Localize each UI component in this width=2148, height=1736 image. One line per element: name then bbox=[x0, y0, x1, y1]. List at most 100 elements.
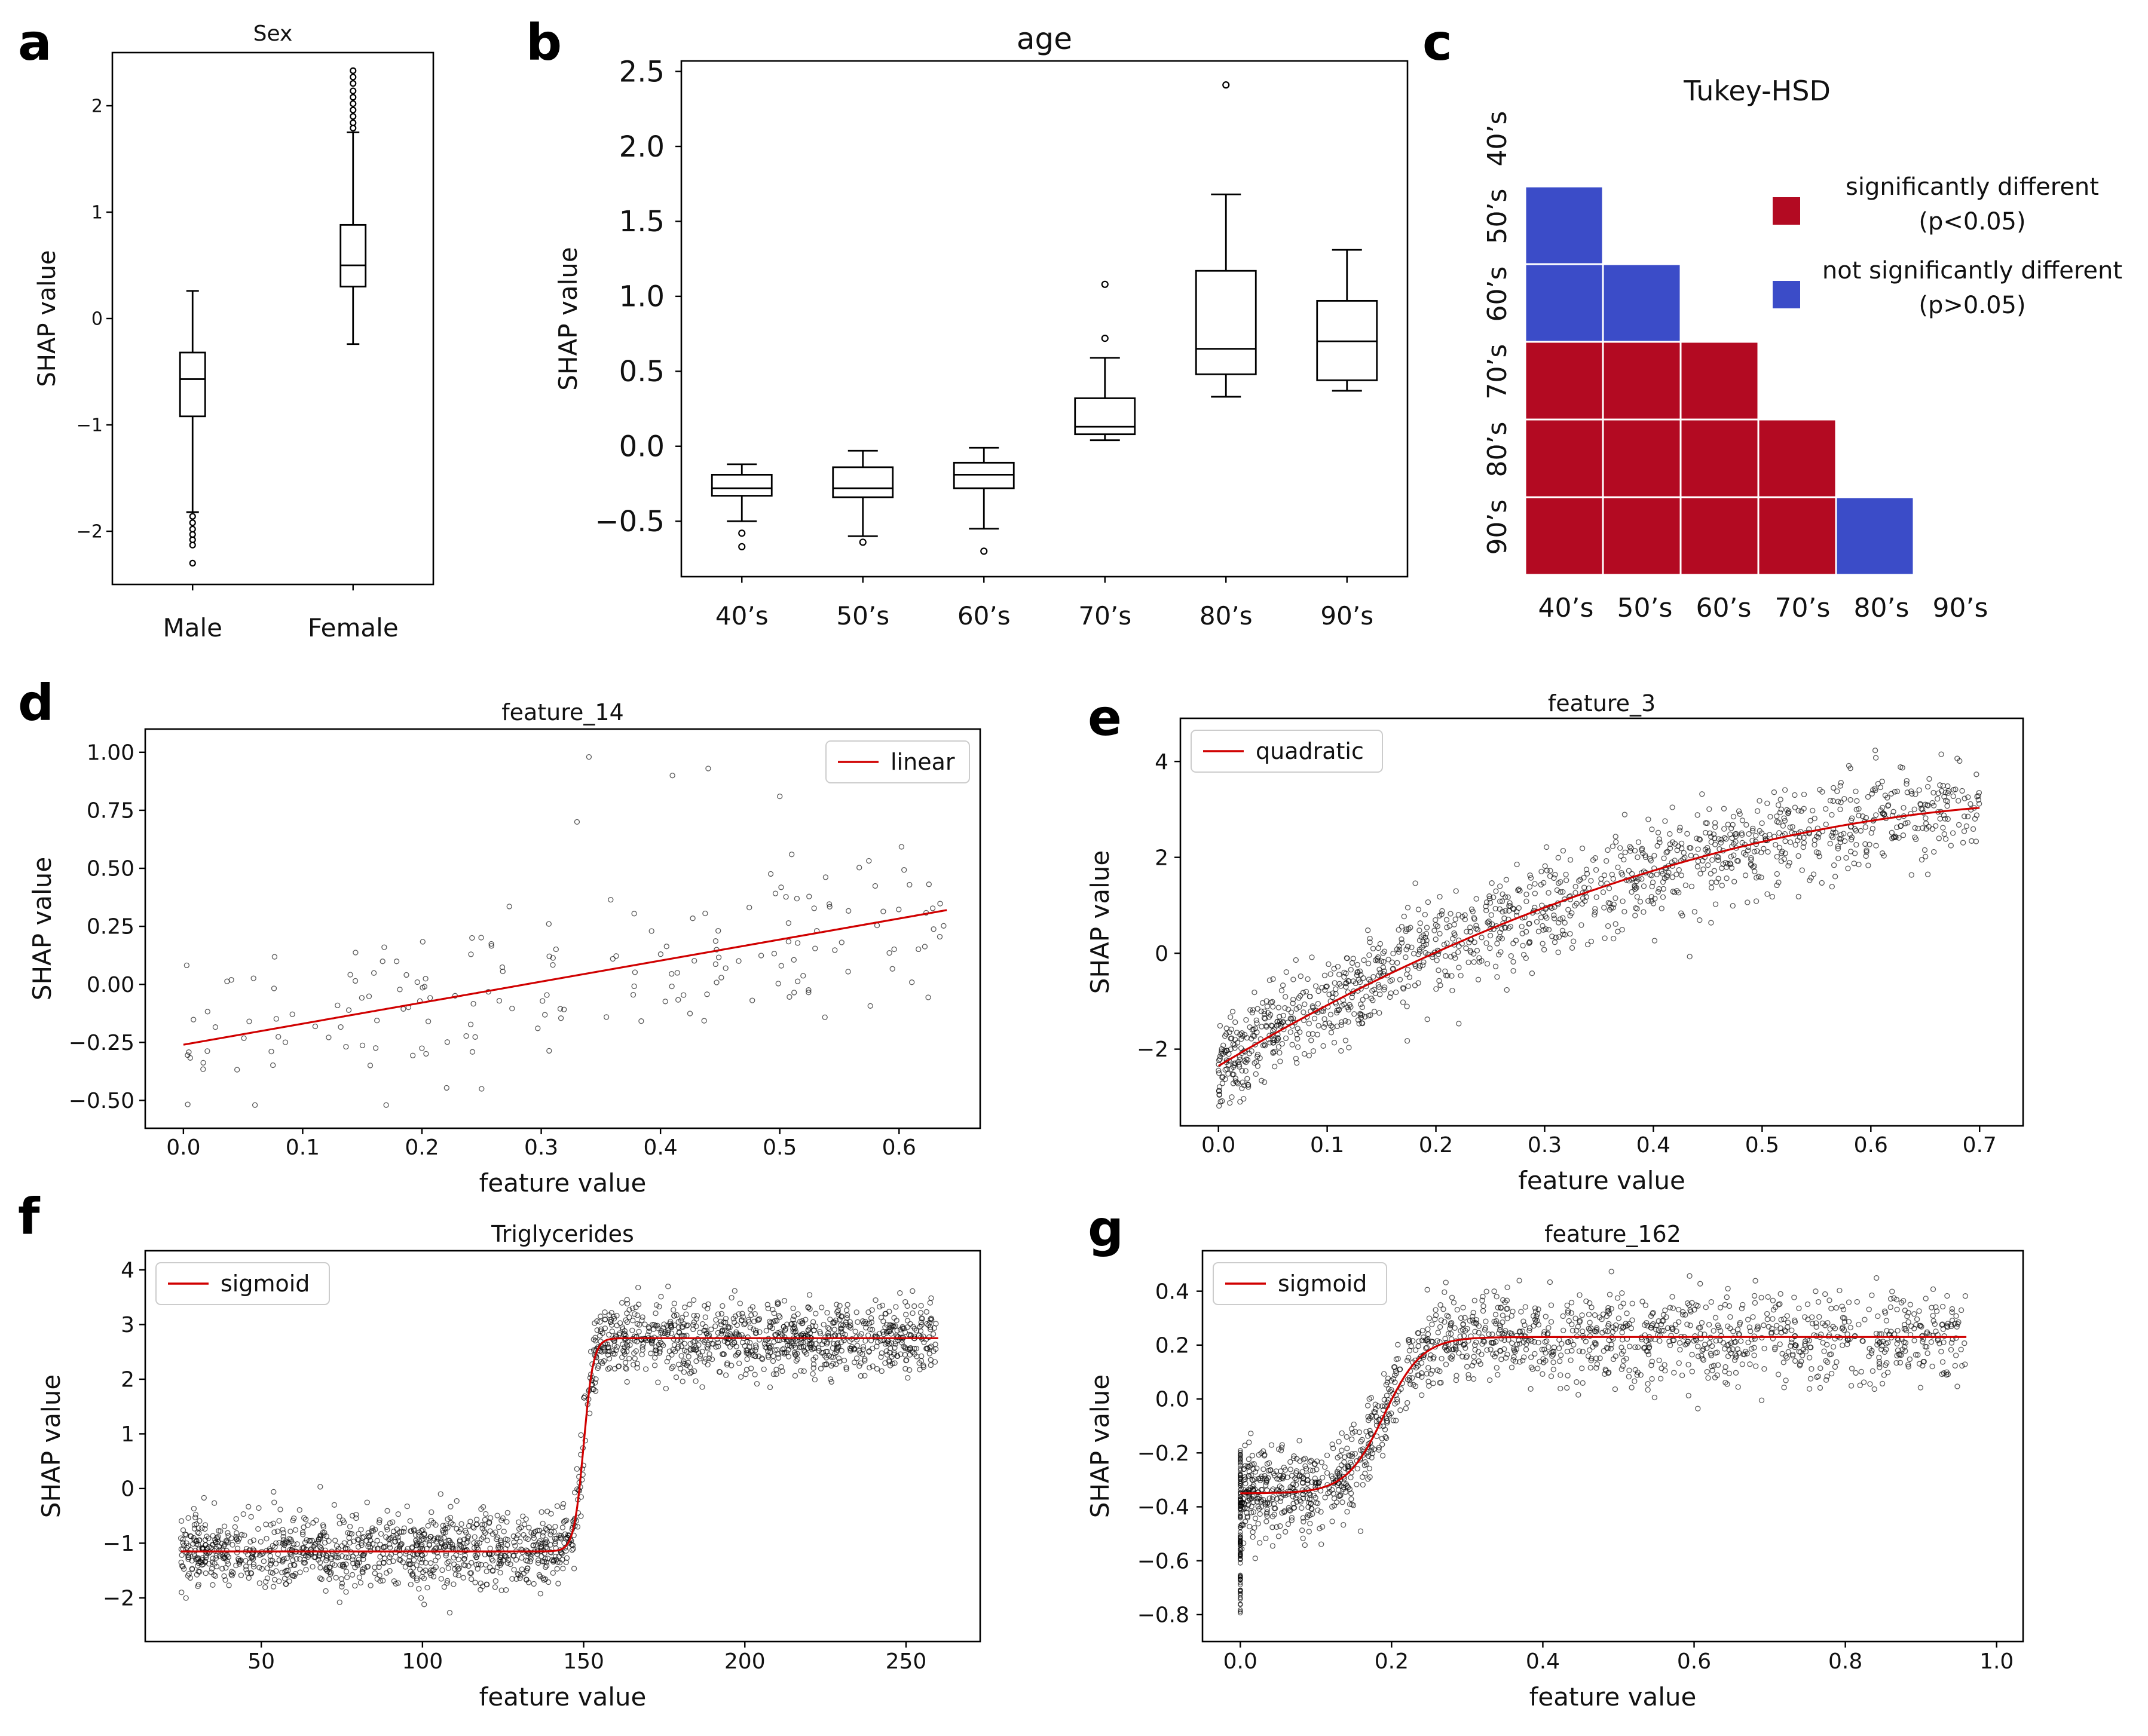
g-scatter-point bbox=[1724, 1342, 1730, 1348]
e-scatter-point bbox=[1420, 932, 1427, 938]
f-ytick-label: 0 bbox=[121, 1477, 134, 1501]
g-scatter-point bbox=[1661, 1328, 1667, 1334]
e-scatter-point bbox=[1375, 945, 1381, 951]
g-scatter-point bbox=[1318, 1509, 1324, 1515]
f-scatter-point bbox=[906, 1331, 912, 1338]
g-scatter-point bbox=[1480, 1294, 1486, 1300]
f-scatter-point bbox=[869, 1307, 875, 1313]
g-scatter-point bbox=[1902, 1308, 1908, 1314]
f-scatter-point bbox=[732, 1288, 738, 1294]
d-scatter-point bbox=[204, 1048, 210, 1054]
g-scatter-point bbox=[1773, 1329, 1780, 1335]
f-scatter-point bbox=[634, 1361, 640, 1367]
d-xtick-label: 0.5 bbox=[763, 1135, 797, 1160]
e-scatter-point bbox=[1645, 816, 1651, 822]
f-scatter-point bbox=[689, 1369, 694, 1375]
f-scatter-point bbox=[290, 1541, 297, 1547]
e-scatter-point bbox=[1708, 839, 1714, 845]
g-scatter-point bbox=[1287, 1466, 1293, 1472]
e-scatter-point bbox=[1656, 836, 1663, 842]
g-scatter-point bbox=[1784, 1313, 1790, 1319]
g-scatter-point bbox=[1860, 1338, 1866, 1344]
e-scatter-point bbox=[1650, 879, 1656, 886]
f-scatter-point bbox=[860, 1346, 866, 1352]
f-scatter-point bbox=[733, 1329, 739, 1335]
f-scatter-point bbox=[270, 1584, 277, 1590]
g-scatter-point bbox=[1403, 1406, 1409, 1412]
f-scatter-point bbox=[454, 1564, 460, 1570]
e-scatter-point bbox=[1290, 1000, 1296, 1006]
f-scatter-point bbox=[211, 1572, 217, 1578]
e-scatter-point bbox=[1648, 894, 1655, 900]
e-scatter-point bbox=[1458, 972, 1464, 979]
e-scatter-point bbox=[1830, 829, 1836, 835]
e-scatter-point bbox=[1321, 1024, 1327, 1030]
g-scatter-point bbox=[1250, 1484, 1256, 1490]
f-scatter-point bbox=[705, 1345, 711, 1352]
g-scatter-point bbox=[1727, 1314, 1733, 1320]
e-scatter-point bbox=[1749, 828, 1756, 834]
g-plot-frame bbox=[1201, 1250, 2024, 1643]
f-scatter-point bbox=[458, 1521, 464, 1527]
e-scatter-point bbox=[1439, 908, 1445, 914]
e-scatter-point bbox=[1552, 939, 1558, 945]
e-scatter-point bbox=[1852, 850, 1858, 856]
d-scatter-point bbox=[335, 1002, 341, 1009]
e-scatter-point bbox=[1439, 911, 1445, 917]
f-scatter-point bbox=[552, 1536, 558, 1542]
f-scatter-point bbox=[781, 1351, 787, 1357]
d-scatter-point bbox=[663, 944, 669, 950]
f-scatter-point bbox=[455, 1566, 461, 1572]
f-scatter-point bbox=[414, 1562, 420, 1568]
g-scatter-point bbox=[1438, 1317, 1445, 1323]
e-scatter-point bbox=[1571, 938, 1577, 944]
g-scatter-point bbox=[1264, 1509, 1270, 1515]
f-scatter-point bbox=[417, 1566, 423, 1572]
g-scatter-point bbox=[1605, 1345, 1611, 1352]
f-scatter-point bbox=[883, 1348, 890, 1354]
f-scatter-point bbox=[892, 1341, 898, 1347]
f-scatter-point bbox=[680, 1379, 686, 1385]
e-scatter-point bbox=[1467, 924, 1473, 930]
f-scatter-point bbox=[495, 1550, 501, 1556]
f-scatter-point bbox=[285, 1539, 292, 1545]
f-scatter-point bbox=[248, 1570, 255, 1576]
f-scatter-point bbox=[504, 1542, 510, 1548]
e-scatter-point bbox=[1812, 841, 1817, 848]
d-scatter-point bbox=[550, 962, 556, 968]
g-scatter-point bbox=[1785, 1319, 1791, 1325]
g-scatter-point bbox=[1314, 1480, 1320, 1486]
f-scatter-point bbox=[221, 1523, 228, 1529]
f-scatter-point bbox=[484, 1568, 489, 1575]
f-scatter-point bbox=[665, 1355, 672, 1361]
g-scatter-point bbox=[1939, 1303, 1946, 1310]
d-scatter-point bbox=[270, 1062, 276, 1068]
f-scatter-point bbox=[639, 1317, 645, 1323]
e-scatter-point bbox=[1293, 957, 1299, 963]
e-scatter-point bbox=[1613, 839, 1619, 845]
g-scatter-point bbox=[1504, 1284, 1510, 1290]
e-scatter-point bbox=[1862, 824, 1868, 830]
f-scatter-point bbox=[441, 1535, 447, 1541]
e-scatter-point bbox=[1835, 843, 1841, 849]
e-scatter-point bbox=[1283, 1035, 1289, 1042]
d-scatter-point bbox=[687, 1011, 693, 1017]
f-scatter-point bbox=[277, 1507, 283, 1513]
e-scatter-point bbox=[1829, 884, 1835, 890]
f-scatter-point bbox=[595, 1365, 601, 1371]
f-scatter-point bbox=[387, 1541, 393, 1548]
f-scatter-point bbox=[404, 1503, 410, 1510]
d-scatter-point bbox=[546, 1048, 552, 1054]
g-scatter-point bbox=[1300, 1535, 1306, 1541]
e-scatter-point bbox=[1867, 841, 1872, 847]
e-scatter-point bbox=[1926, 776, 1932, 782]
g-scatter-point bbox=[1291, 1505, 1298, 1511]
d-scatter-point bbox=[907, 881, 913, 888]
f-scatter-point bbox=[472, 1534, 478, 1540]
f-scatter-point bbox=[497, 1562, 503, 1568]
c-heatmap-cell bbox=[1757, 418, 1837, 498]
e-scatter-point bbox=[1592, 912, 1598, 918]
g-scatter-point bbox=[1346, 1452, 1352, 1458]
f-scatter-point bbox=[351, 1538, 357, 1544]
f-scatter-point bbox=[402, 1564, 409, 1570]
